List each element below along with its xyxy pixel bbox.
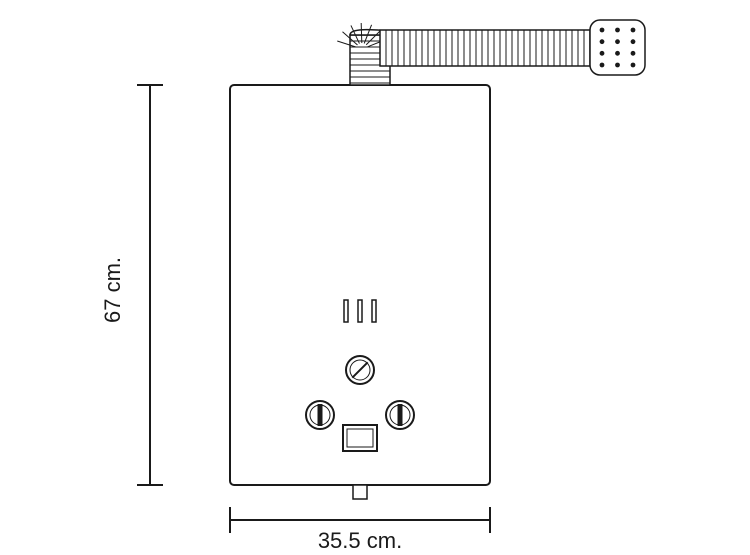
- vent-cap: [590, 20, 645, 75]
- knob-top: [346, 356, 374, 384]
- display-window: [343, 425, 377, 451]
- dimension-height: 67 cm.: [100, 85, 163, 485]
- knob-right: [386, 401, 414, 429]
- water-heater-diagram: 67 cm. 35.5 cm.: [0, 0, 750, 555]
- width-label: 35.5 cm.: [318, 528, 402, 553]
- dimension-width: 35.5 cm.: [230, 507, 490, 553]
- bottom-tab: [353, 485, 367, 499]
- height-label: 67 cm.: [100, 257, 125, 323]
- knob-left: [306, 401, 334, 429]
- vent-horizontal: [380, 30, 590, 66]
